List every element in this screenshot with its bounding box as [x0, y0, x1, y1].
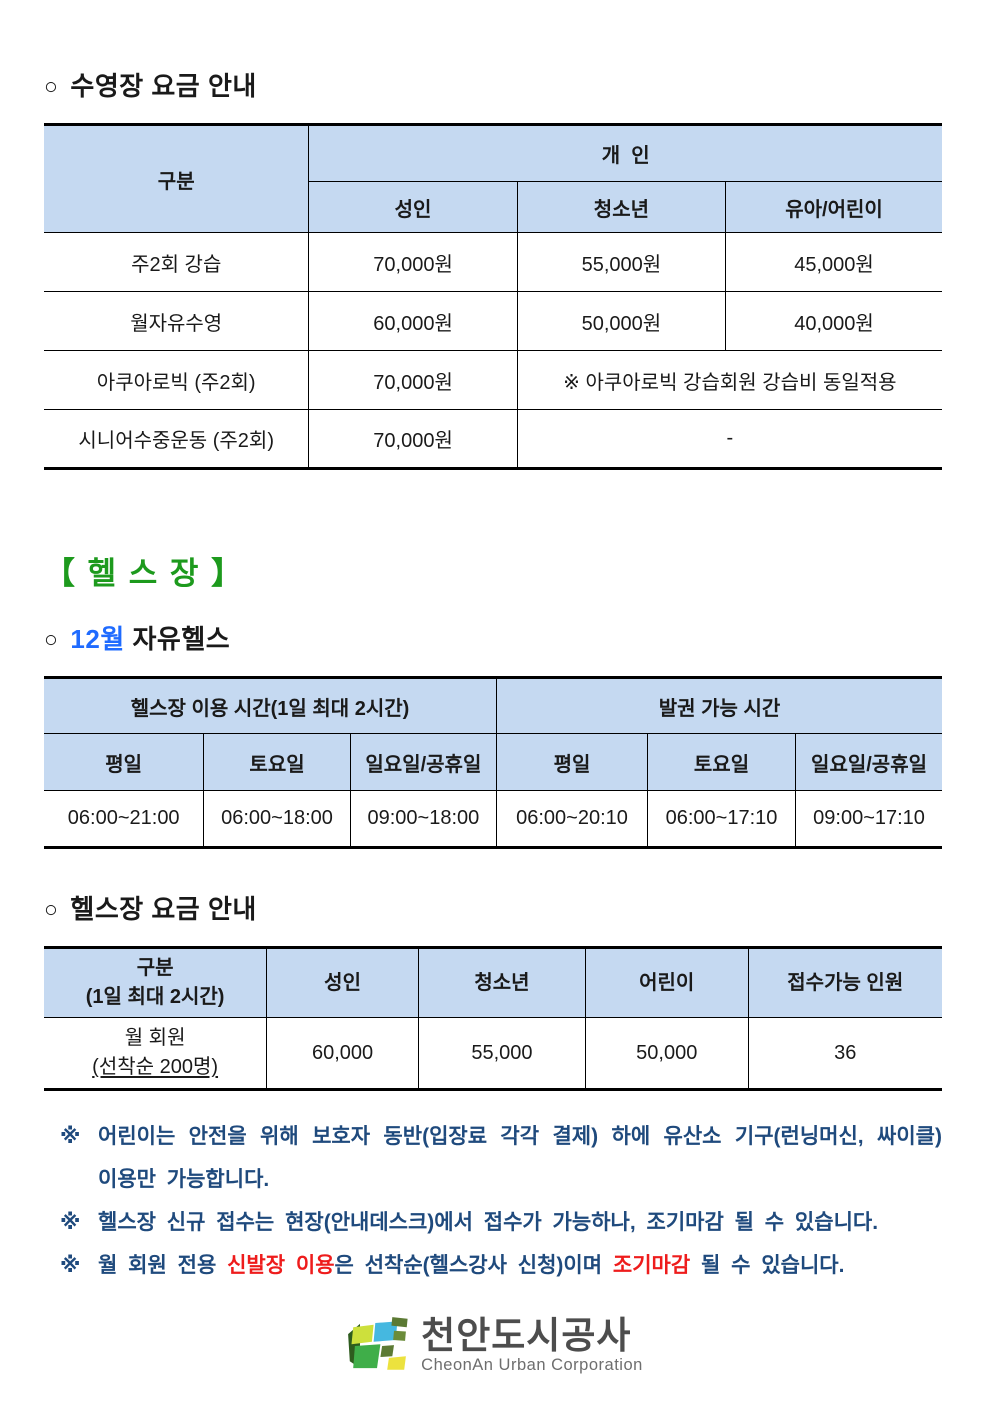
note-item: ※ 어린이는 안전을 위해 보호자 동반(입장료 각각 결제) 하에 유산소 기…	[60, 1115, 942, 1201]
note-text-red: 조기마감	[612, 1254, 691, 1278]
header-cell-sunday-holiday: 일요일/공휴일	[349, 733, 498, 791]
price-cell: 50,000원	[516, 291, 727, 351]
pool-fee-table: 구분 개 인 성인 청소년 유아/어린이 주2회 강습 70,000원 55,0…	[44, 123, 942, 470]
header-cell-youth: 청소년	[417, 947, 586, 1018]
price-cell: 60,000원	[308, 291, 518, 351]
note-item: ※ 월 회원 전용 신발장 이용은 선착순(헬스강사 신청)이며 조기마감 될 …	[60, 1244, 942, 1287]
header-cell-child: 유아/어린이	[725, 181, 942, 233]
member-label-line2: (선착순 200명)	[92, 1056, 219, 1078]
table-row: 월자유수영 60,000원 50,000원 40,000원	[44, 291, 942, 351]
header-cell-weekday: 평일	[496, 733, 648, 791]
header-cell-category: 구분	[44, 124, 310, 233]
note-text-part: 은 선착순(헬스강사 신청)이며	[334, 1254, 613, 1278]
gym-fee-data-row: 월 회원 (선착순 200명) 60,000 55,000 50,000 36	[44, 1017, 942, 1090]
header-cell-individual-group: 개 인	[308, 124, 942, 182]
logo-english-name: CheonAn Urban Corporation	[421, 1356, 643, 1375]
logo-text-block: 천안도시공사 CheonAn Urban Corporation	[421, 1315, 643, 1375]
free-gym-heading: ○ 12월 자유헬스	[44, 619, 942, 656]
header-cell-usage-hours: 헬스장 이용 시간(1일 최대 2시간)	[44, 677, 498, 734]
gym-fee-table: 구분 (1일 최대 2시간) 성인 청소년 어린이 접수가능 인원 월 회원 (…	[44, 946, 942, 1091]
note-text: 월 회원 전용 신발장 이용은 선착순(헬스강사 신청)이며 조기마감 될 수 …	[98, 1244, 942, 1287]
table-row: 주2회 강습 70,000원 55,000원 45,000원	[44, 232, 942, 292]
footer: 천안도시공사 CheonAn Urban Corporation	[44, 1315, 942, 1377]
reference-mark-icon: ※	[60, 1125, 81, 1148]
row-label: 월자유수영	[44, 291, 310, 351]
time-cell: 09:00~18:00	[349, 790, 498, 848]
note-text-part: 될 수 있습니다.	[690, 1254, 845, 1278]
price-cell: 40,000원	[725, 291, 942, 351]
notes-block: ※ 어린이는 안전을 위해 보호자 동반(입장료 각각 결제) 하에 유산소 기…	[44, 1115, 942, 1287]
note-text-part: 월 회원 전용	[98, 1254, 228, 1278]
time-cell: 06:00~21:00	[44, 790, 205, 848]
month-label: 12월	[70, 624, 125, 654]
logo-korean-name: 천안도시공사	[421, 1315, 632, 1357]
header-cell-sunday-holiday: 일요일/공휴일	[795, 733, 942, 791]
header-cell-category: 구분 (1일 최대 2시간)	[44, 947, 268, 1018]
note-text: 헬스장 신규 접수는 현장(안내데스크)에서 접수가 가능하나, 조기마감 될 …	[98, 1211, 879, 1235]
cheonan-urban-corporation-logo-icon	[348, 1317, 408, 1370]
free-gym-heading-text: 자유헬스	[132, 624, 231, 654]
header-cell-ticket-hours: 발권 가능 시간	[496, 677, 942, 734]
member-label-line1: 월 회원	[124, 1027, 186, 1049]
circle-bullet-icon: ○	[44, 73, 59, 99]
time-cell: 06:00~18:00	[203, 790, 351, 848]
note-item: ※ 헬스장 신규 접수는 현장(안내데스크)에서 접수가 가능하나, 조기마감 …	[60, 1201, 942, 1244]
time-cell: 06:00~20:10	[496, 790, 648, 848]
merged-note-cell: ※ 아쿠아로빅 강습회원 강습비 동일적용	[516, 350, 942, 410]
gym-hours-group-header-row: 헬스장 이용 시간(1일 최대 2시간) 발권 가능 시간	[44, 677, 942, 734]
price-cell: 55,000	[417, 1017, 586, 1090]
header-cell-capacity: 접수가능 인원	[747, 947, 942, 1018]
pool-fee-heading-text: 수영장 요금 안내	[70, 71, 257, 101]
price-cell: 70,000원	[308, 232, 518, 292]
header-cell-adult: 성인	[266, 947, 419, 1018]
gym-hours-times-row: 06:00~21:00 06:00~18:00 09:00~18:00 06:0…	[44, 790, 942, 848]
price-cell: 60,000	[266, 1017, 419, 1090]
gym-hours-day-header-row: 평일 토요일 일요일/공휴일 평일 토요일 일요일/공휴일	[44, 733, 942, 791]
gym-fee-heading-text: 헬스장 요금 안내	[70, 894, 257, 924]
header-category-line2: (1일 최대 2시간)	[85, 986, 225, 1008]
pool-fee-heading: ○ 수영장 요금 안내	[44, 66, 942, 103]
price-cell: 55,000원	[516, 232, 727, 292]
note-text-red: 신발장 이용	[227, 1254, 335, 1278]
header-cell-saturday: 토요일	[203, 733, 351, 791]
header-cell-saturday: 토요일	[646, 733, 797, 791]
note-text: 어린이는 안전을 위해 보호자 동반(입장료 각각 결제) 하에 유산소 기구(…	[98, 1125, 942, 1192]
price-cell: 70,000원	[308, 350, 518, 410]
gym-section-heading: 【 헬 스 장 】	[44, 556, 245, 591]
time-cell: 09:00~17:10	[795, 790, 942, 848]
row-label: 아쿠아로빅 (주2회)	[44, 350, 310, 410]
header-cell-weekday: 평일	[44, 733, 205, 791]
row-label: 시니어수중운동 (주2회)	[44, 409, 310, 469]
header-category-line1: 구분	[136, 957, 174, 979]
gym-hours-table: 헬스장 이용 시간(1일 최대 2시간) 발권 가능 시간 평일 토요일 일요일…	[44, 676, 942, 849]
header-cell-child: 어린이	[584, 947, 749, 1018]
circle-bullet-icon: ○	[44, 896, 59, 922]
price-cell: 50,000	[584, 1017, 749, 1090]
table-row: 시니어수중운동 (주2회) 70,000원 -	[44, 409, 942, 469]
pool-table-header-row-group: 구분 개 인	[44, 124, 942, 233]
reference-mark-icon: ※	[60, 1211, 81, 1235]
reference-mark-icon: ※	[60, 1254, 81, 1278]
price-cell: 45,000원	[725, 232, 942, 292]
price-cell: 70,000원	[308, 409, 518, 469]
capacity-cell: 36	[747, 1017, 942, 1090]
time-cell: 06:00~17:10	[646, 790, 797, 848]
row-label: 주2회 강습	[44, 232, 310, 292]
row-label: 월 회원 (선착순 200명)	[44, 1017, 268, 1090]
gym-fee-heading: ○ 헬스장 요금 안내	[44, 889, 942, 926]
circle-bullet-icon: ○	[44, 626, 59, 652]
header-cell-youth: 청소년	[516, 181, 727, 233]
header-cell-adult: 성인	[308, 181, 518, 233]
merged-note-cell: -	[516, 409, 942, 469]
gym-fee-header-row: 구분 (1일 최대 2시간) 성인 청소년 어린이 접수가능 인원	[44, 947, 942, 1018]
table-row: 아쿠아로빅 (주2회) 70,000원 ※ 아쿠아로빅 강습회원 강습비 동일적…	[44, 350, 942, 410]
